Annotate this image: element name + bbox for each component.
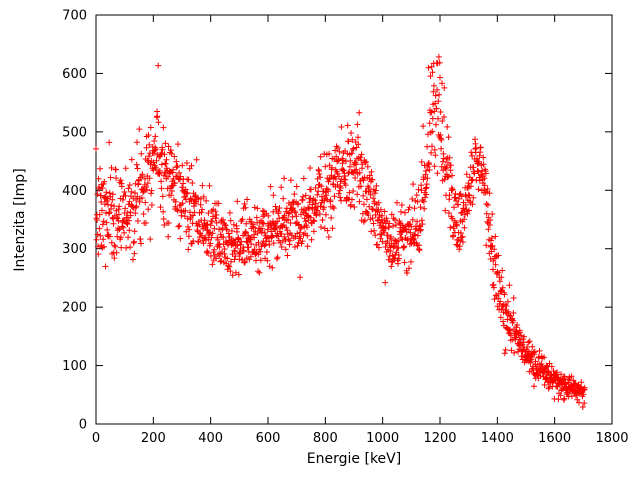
y-tick-label: 300 [62,242,87,257]
x-tick-label: 1800 [595,431,628,446]
y-tick-label: 700 [62,9,87,24]
y-tick-label: 500 [62,125,87,140]
x-tick-label: 400 [198,431,223,446]
x-tick-label: 1600 [538,431,571,446]
scatter-points [93,53,588,410]
x-axis-label: Energie [keV] [306,451,402,467]
x-tick-label: 0 [92,431,100,446]
x-tick-label: 1400 [481,431,514,446]
y-tick-label: 200 [62,301,87,316]
x-tick-label: 1200 [423,431,456,446]
y-tick-label: 100 [62,359,87,374]
plot-border [95,14,613,425]
x-tick-label: 200 [141,431,166,446]
x-tick-label: 800 [313,431,338,446]
y-tick-label: 0 [79,418,87,433]
y-axis-label: Intenzita [Imp] [12,168,28,272]
y-tick-label: 600 [62,67,87,82]
y-tick-label: 400 [62,184,87,199]
x-tick-label: 600 [256,431,281,446]
x-tick-label: 1000 [366,431,399,446]
